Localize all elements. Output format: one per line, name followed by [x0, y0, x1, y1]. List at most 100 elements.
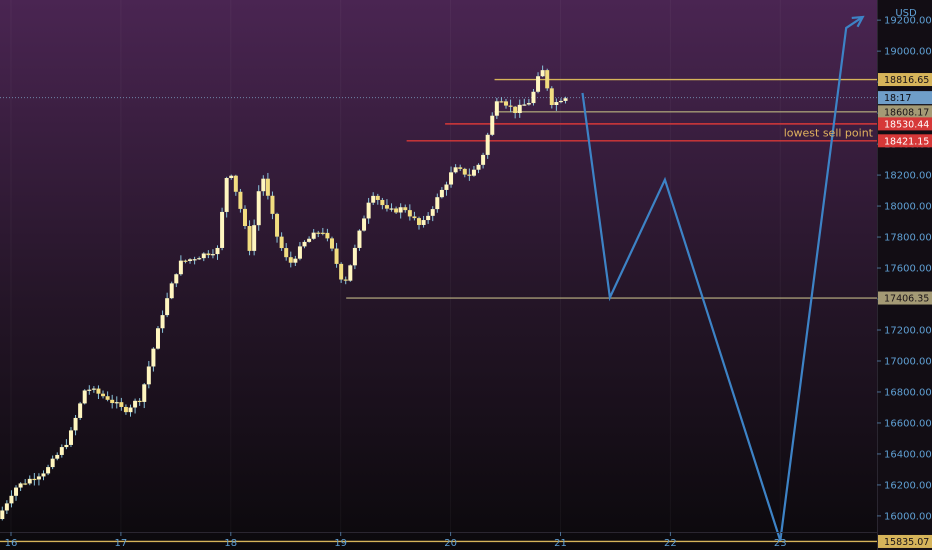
candle-body: [508, 105, 513, 107]
candle-body: [288, 257, 293, 263]
price-tag-18421.15-bg: [878, 134, 932, 148]
y-tick-label: 16400.00: [884, 449, 932, 460]
candle-body: [407, 210, 412, 217]
candle-body: [316, 232, 321, 234]
candle-body: [96, 388, 101, 394]
candle-body: [247, 226, 252, 251]
candle-body: [256, 191, 261, 226]
candle-body: [467, 174, 472, 176]
price-tag-17406.35-bg: [878, 291, 932, 305]
x-tick-label: 23: [774, 538, 787, 549]
candle-body: [403, 207, 408, 211]
candle-body: [242, 208, 247, 227]
candle-body: [174, 274, 179, 284]
candle-body: [192, 259, 197, 261]
price-tag-18608.17: 18608.17: [884, 107, 929, 118]
candle-body: [503, 101, 508, 106]
candle-body: [270, 195, 275, 214]
candle-body: [384, 205, 389, 209]
price-tag-18530.44-bg: [878, 117, 932, 131]
candle-body: [380, 199, 385, 206]
annotation-lowest-sell-point: lowest sell point: [784, 126, 874, 139]
candle-body: [416, 218, 421, 225]
candle-body: [481, 154, 486, 165]
candle-body: [55, 454, 60, 459]
x-tick-label: 21: [554, 538, 567, 549]
candle-body: [357, 230, 362, 248]
candle-body: [64, 444, 69, 448]
candle-body: [123, 406, 128, 413]
candle-body: [233, 175, 238, 192]
candle-body: [160, 315, 165, 329]
candle-body: [101, 393, 106, 397]
candle-body: [265, 178, 270, 196]
candle-body: [238, 191, 243, 209]
candle-body: [453, 167, 458, 173]
candle-body: [220, 211, 225, 248]
candle-body: [78, 403, 83, 418]
x-tick-label: 17: [115, 538, 128, 549]
y-tick-label: 17200.00: [884, 326, 932, 337]
candle-body: [412, 216, 417, 219]
candle-body: [549, 88, 554, 106]
x-tick-label: 20: [444, 538, 457, 549]
price-tag-18816.65: 18816.65: [884, 75, 929, 86]
candle-body: [137, 400, 142, 403]
candle-body: [146, 366, 151, 385]
candle-body: [36, 476, 41, 480]
y-tick-label: 17000.00: [884, 356, 932, 367]
candle-body: [307, 238, 312, 242]
candle-body: [339, 263, 344, 280]
candle-body: [0, 510, 5, 520]
candle-body: [540, 70, 545, 77]
y-tick-label: 18000.00: [884, 202, 932, 213]
candle-body: [439, 189, 444, 198]
projection-path: [581, 16, 864, 542]
candle-body: [210, 254, 215, 256]
candle-body: [366, 202, 371, 219]
currency-label: USD: [895, 8, 917, 19]
candle-body: [352, 247, 357, 266]
candle-body: [334, 248, 339, 264]
candle-body: [462, 168, 467, 175]
candle-body: [302, 241, 307, 247]
candle-body: [297, 246, 302, 259]
candle-body: [558, 100, 563, 103]
y-tick-label: 16800.00: [884, 387, 932, 398]
candle-body: [293, 258, 298, 263]
candle-body: [229, 175, 234, 179]
candle-body: [471, 169, 476, 176]
candle-body: [9, 495, 14, 504]
candle-body: [224, 178, 229, 212]
candle-body: [362, 218, 367, 231]
candle-body: [215, 247, 220, 255]
candle-body: [105, 396, 110, 400]
y-tick-label: 19000.00: [884, 47, 932, 58]
candle-body: [435, 197, 440, 210]
candle-body: [183, 260, 188, 262]
candle-body: [119, 402, 124, 407]
candle-body: [261, 178, 266, 192]
price-tag-18816.65-bg: [878, 73, 932, 87]
price-tag-18608.17-bg: [878, 105, 932, 119]
price-tag-15835.07: 15835.07: [884, 537, 929, 548]
candle-body: [23, 483, 28, 485]
crosshair-time-tag-bg: [878, 91, 932, 105]
candle-body: [178, 260, 183, 275]
candle-body: [398, 207, 403, 213]
projection-arrowhead: [851, 15, 865, 28]
candle-body: [142, 384, 147, 402]
candle-body: [325, 232, 330, 239]
x-tick-label: 22: [664, 538, 677, 549]
candle-body: [389, 208, 394, 210]
y-tick-label: 16000.00: [884, 511, 932, 522]
candle-body: [545, 70, 550, 89]
candle-body: [444, 184, 449, 190]
candle-body: [275, 213, 280, 237]
candle-body: [449, 172, 454, 185]
candle-body: [348, 265, 353, 281]
candle-body: [27, 478, 32, 484]
x-tick-label: 16: [5, 538, 18, 549]
candle-body: [87, 389, 92, 391]
